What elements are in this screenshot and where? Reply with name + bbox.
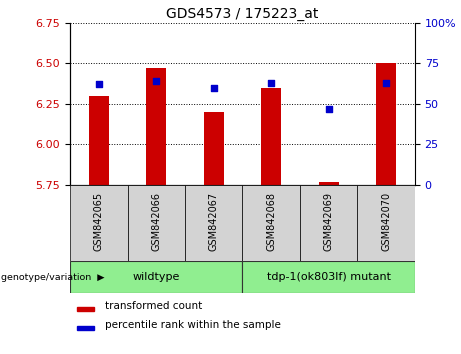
- Point: [210, 85, 218, 91]
- Bar: [77, 307, 94, 311]
- Text: GSM842065: GSM842065: [94, 192, 104, 251]
- Point: [95, 82, 102, 87]
- Bar: [128, 185, 185, 261]
- Point: [153, 79, 160, 84]
- Bar: [261, 88, 281, 185]
- Text: genotype/variation  ▶: genotype/variation ▶: [1, 273, 105, 282]
- Bar: [70, 185, 128, 261]
- Bar: [242, 261, 415, 293]
- Bar: [300, 185, 357, 261]
- Bar: [89, 96, 109, 185]
- Bar: [319, 182, 339, 185]
- Title: GDS4573 / 175223_at: GDS4573 / 175223_at: [166, 7, 319, 21]
- Bar: [185, 185, 242, 261]
- Bar: [77, 326, 94, 330]
- Bar: [376, 63, 396, 185]
- Bar: [70, 261, 242, 293]
- Text: percentile rank within the sample: percentile rank within the sample: [105, 320, 280, 330]
- Text: GSM842067: GSM842067: [209, 192, 219, 251]
- Text: wildtype: wildtype: [133, 272, 180, 282]
- Bar: [146, 68, 166, 185]
- Bar: [204, 112, 224, 185]
- Text: GSM842070: GSM842070: [381, 192, 391, 251]
- Text: GSM842066: GSM842066: [151, 192, 161, 251]
- Text: tdp-1(ok803lf) mutant: tdp-1(ok803lf) mutant: [267, 272, 390, 282]
- Point: [267, 80, 275, 86]
- Bar: [242, 185, 300, 261]
- Bar: [357, 185, 415, 261]
- Text: GSM842068: GSM842068: [266, 192, 276, 251]
- Text: GSM842069: GSM842069: [324, 192, 334, 251]
- Point: [325, 106, 332, 112]
- Text: transformed count: transformed count: [105, 302, 202, 312]
- Point: [383, 80, 390, 86]
